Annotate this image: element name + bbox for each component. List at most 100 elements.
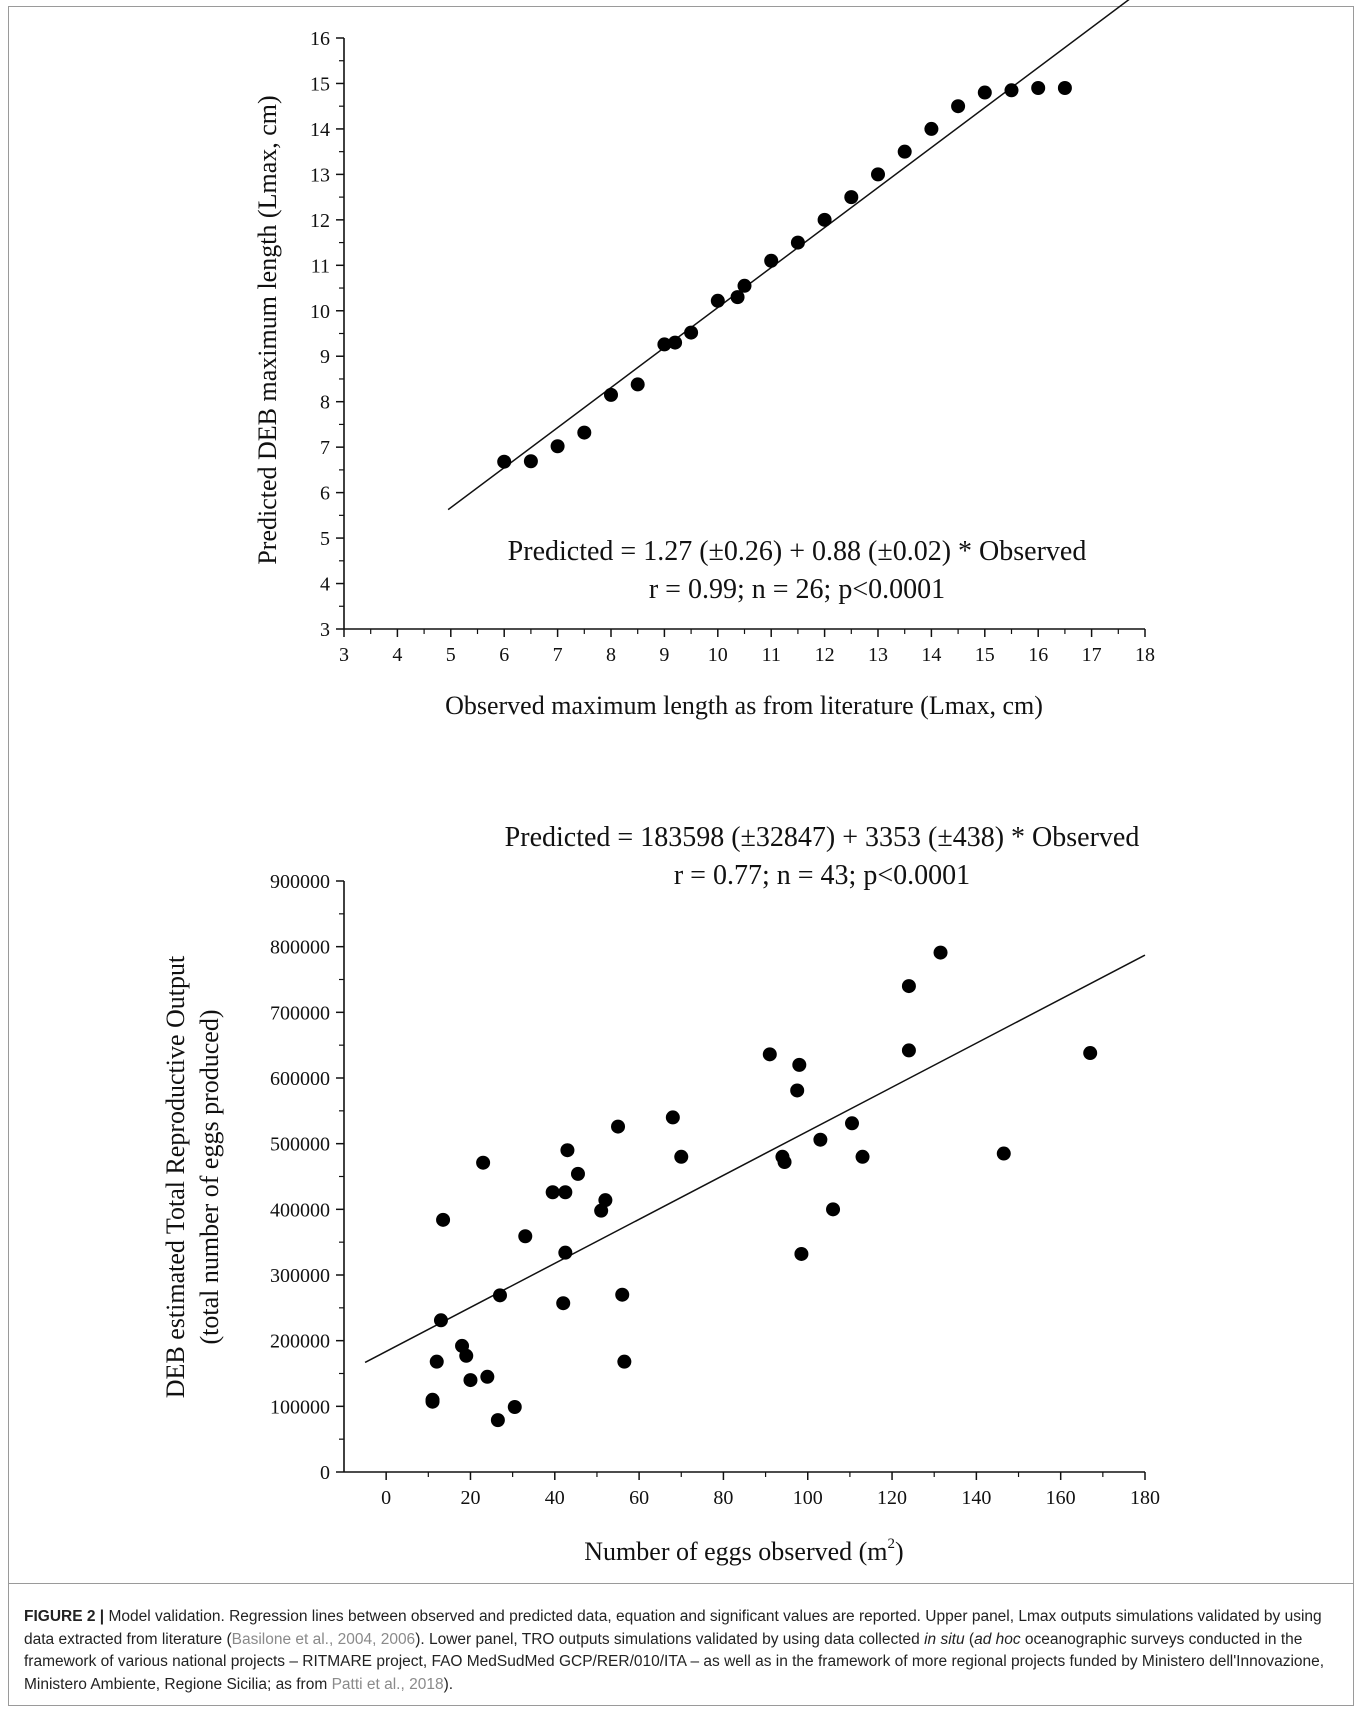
data-point [459, 1348, 474, 1363]
y-tick-label: 8 [320, 392, 330, 414]
data-point [657, 337, 672, 352]
regression-equation-line: Predicted = 183598 (±32847) + 3353 (±438… [505, 822, 1140, 853]
data-point [476, 1155, 491, 1170]
x-tick-label: 3 [339, 644, 349, 666]
x-axis-title-text: Number of eggs observed (m [584, 1537, 887, 1566]
caption-reference-link[interactable]: Patti et al., 2018 [331, 1675, 444, 1693]
data-point [1031, 81, 1046, 96]
x-tick-label: 0 [381, 1487, 391, 1509]
regression-equation-line: r = 0.77; n = 43; p<0.0001 [674, 860, 970, 891]
x-tick-label: 40 [545, 1487, 565, 1509]
data-point [490, 1413, 505, 1428]
y-tick-label: 3 [320, 619, 330, 641]
data-point [817, 212, 832, 227]
data-point [813, 1132, 828, 1147]
data-point [730, 290, 745, 305]
data-point [545, 1185, 560, 1200]
caption-lead: FIGURE 2 | [24, 1608, 105, 1625]
data-point [429, 1354, 444, 1369]
data-point [594, 1203, 609, 1218]
data-point [951, 99, 966, 114]
x-tick-label: 14 [921, 644, 941, 666]
data-point [560, 1143, 575, 1158]
y-tick-label: 600000 [270, 1068, 330, 1090]
lower-scatter-chart: 0 20 40 60 80 100 120 140 160 180 0 100000 200000 300… [161, 822, 1160, 1566]
x-tick-label: 13 [868, 644, 888, 666]
data-point [674, 1149, 689, 1164]
x-axis-title: Number of eggs observed (m2) [584, 1536, 903, 1566]
data-point [790, 1083, 805, 1098]
x-tick-label: 20 [460, 1487, 480, 1509]
data-point [436, 1212, 451, 1227]
data-point [684, 325, 699, 340]
data-point [1057, 81, 1072, 96]
data-point [523, 454, 538, 469]
data-point [790, 235, 805, 250]
x-tick-label: 11 [762, 644, 781, 666]
data-point [933, 945, 948, 960]
x-tick-label: 100 [793, 1487, 823, 1509]
caption-text-2: ). Lower panel, TRO outputs simulations … [415, 1630, 925, 1648]
data-point [556, 1296, 571, 1311]
data-point [604, 387, 618, 402]
data-point [598, 1193, 613, 1208]
x-tick-label: 6 [499, 644, 509, 666]
data-point [737, 278, 752, 293]
data-point [792, 1057, 807, 1072]
x-tick-label: 60 [629, 1487, 649, 1509]
y-tick-label: 300000 [270, 1265, 330, 1287]
x-tick-label: 7 [553, 644, 563, 666]
data-point [558, 1245, 573, 1260]
y-axis-title-line: DEB estimated Total Reproductive Output [161, 955, 190, 1398]
data-point [855, 1149, 870, 1164]
regression-line [447, 0, 1130, 511]
caption-reference-link[interactable]: Basilone et al., 2004, 2006 [231, 1630, 416, 1648]
regression-equation-line: Predicted = 1.27 (±0.26) + 0.88 (±0.02) … [508, 536, 1087, 567]
figure-frame [8, 6, 1354, 1706]
x-axis-title-superscript: 2 [888, 1536, 896, 1552]
x-tick-label: 120 [877, 1487, 907, 1509]
data-point [710, 293, 725, 308]
x-tick-label: 140 [961, 1487, 991, 1509]
data-point [826, 1202, 841, 1217]
x-tick-label: 10 [708, 644, 728, 666]
y-tick-label: 7 [320, 437, 330, 459]
caption-italic-1: in situ [924, 1630, 965, 1648]
data-point [665, 1110, 680, 1125]
data-point [871, 167, 885, 182]
y-tick-label: 500000 [270, 1134, 330, 1156]
data-point [492, 1288, 507, 1303]
caption-text-5: ). [443, 1675, 454, 1693]
data-point [901, 1043, 916, 1058]
y-tick-label: 13 [310, 164, 330, 186]
data-point [497, 454, 512, 469]
data-point [480, 1369, 495, 1384]
x-tick-label: 4 [392, 644, 402, 666]
x-tick-label: 18 [1135, 644, 1155, 666]
data-point [577, 425, 592, 440]
caption-divider [8, 1583, 1354, 1584]
y-tick-label: 900000 [270, 871, 330, 893]
data-point [615, 1287, 630, 1302]
y-tick-label: 800000 [270, 937, 330, 959]
figure-caption: FIGURE 2 | Model validation. Regression … [24, 1606, 1340, 1696]
data-point [617, 1354, 632, 1369]
y-tick-label: 10 [310, 301, 330, 323]
data-point [630, 377, 645, 392]
data-point [844, 190, 859, 205]
data-point [901, 979, 916, 994]
data-point [558, 1185, 573, 1200]
y-axis-title-line: (total number of eggs produced) [195, 1009, 224, 1344]
caption-text-3: ( [964, 1630, 975, 1648]
y-tick-label: 12 [310, 210, 330, 232]
x-axis-title: Observed maximum length as from literatu… [445, 691, 1043, 720]
x-tick-label: 15 [975, 644, 995, 666]
data-point [550, 439, 565, 454]
data-point [518, 1229, 533, 1244]
data-point [425, 1394, 440, 1409]
data-point [845, 1116, 860, 1131]
x-tick-label: 5 [446, 644, 456, 666]
y-tick-label: 16 [310, 28, 330, 50]
caption-text-4: oceanographic surveys conducted in the f… [24, 1630, 1325, 1693]
y-tick-label: 11 [311, 255, 330, 277]
